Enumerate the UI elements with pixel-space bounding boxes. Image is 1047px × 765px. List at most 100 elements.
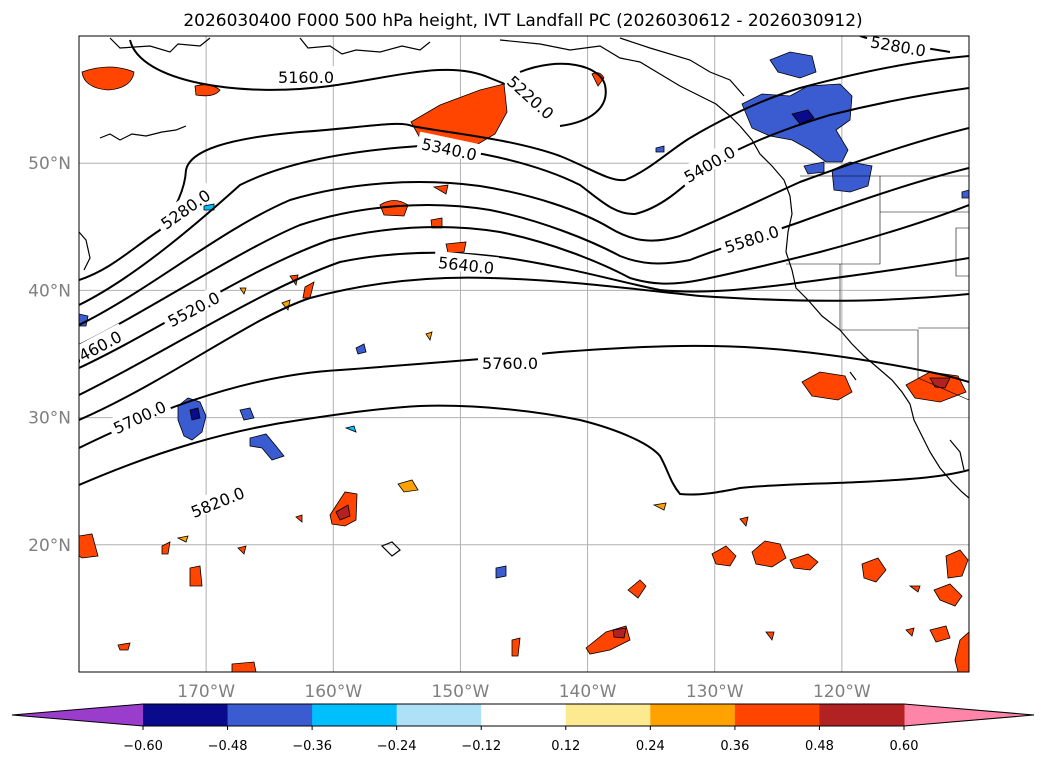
lat-tick-label: 30°N <box>28 409 71 429</box>
shade-blob <box>765 631 775 641</box>
height-contour <box>79 55 969 281</box>
shade-blob <box>295 514 303 523</box>
colorbar-segment <box>396 704 482 726</box>
shade-blob <box>161 541 171 555</box>
shade-blob <box>397 479 419 493</box>
colorbar-segment <box>227 704 313 726</box>
shade-blob <box>445 241 467 254</box>
colorbar-extend-min <box>12 704 143 726</box>
shade-blob <box>239 287 247 295</box>
colorbar-tick-label: 0.24 <box>636 739 665 754</box>
shade-blob <box>945 549 969 579</box>
shade-blob <box>203 203 215 211</box>
map-frame <box>78 35 970 673</box>
height-contour <box>79 167 969 346</box>
shade-blob <box>176 535 189 543</box>
contour-label: 5160.0 <box>274 66 338 87</box>
shade-blob <box>79 533 99 559</box>
lat-tick-label: 50°N <box>28 154 71 174</box>
colorbar-tick-label: −0.36 <box>292 739 332 754</box>
coastline <box>499 39 741 127</box>
shade-blob <box>511 637 521 657</box>
shade-blob <box>789 553 819 571</box>
colorbar-tick-label: −0.12 <box>461 739 501 754</box>
colorbar-tick-label: −0.60 <box>123 739 163 754</box>
shade-blob <box>189 407 201 421</box>
shade-blob <box>237 545 247 555</box>
colorbar-segment <box>734 704 820 726</box>
shade-blob <box>627 579 647 599</box>
colorbar-extend-max <box>904 704 1034 726</box>
shade-blob <box>929 625 951 643</box>
shade-blob <box>379 200 409 217</box>
colorbar-tick-label: 0.48 <box>805 739 834 754</box>
shade-blob <box>791 109 815 125</box>
colorbar-segment <box>650 704 736 726</box>
lon-tick-label: 150°W <box>432 682 490 702</box>
lat-tick-label: 20°N <box>28 536 71 556</box>
shade-blob <box>961 189 969 199</box>
height-contour <box>519 62 607 127</box>
colorbar-segment <box>312 704 398 726</box>
shade-blob <box>711 545 737 567</box>
shade-blob <box>905 627 915 637</box>
colorbar-tick-label: −0.48 <box>208 739 248 754</box>
ivt-shading <box>79 51 969 672</box>
shade-blob <box>430 217 443 229</box>
shade-blob <box>954 631 969 672</box>
height-contour <box>79 344 969 449</box>
height-contour <box>79 251 969 396</box>
shade-blob <box>355 343 367 355</box>
height-contours <box>79 36 969 496</box>
shade-blob <box>652 502 667 511</box>
shade-blob <box>612 627 627 639</box>
shade-blob <box>249 433 285 461</box>
contour-label: 5760.0 <box>478 352 542 373</box>
colorbar: −0.60 −0.48 −0.36 −0.24 −0.12 0.12 0.24 0.36 0.4… <box>11 703 1035 754</box>
axis-labels: 50°N 40°N 30°N 20°N 170°W 160°W 150°W 140°W 130°… <box>28 154 871 702</box>
svg-text:5160.0: 5160.0 <box>278 68 334 87</box>
coastline <box>299 37 431 55</box>
shade-blob <box>769 51 817 79</box>
coastline <box>619 37 745 97</box>
shade-blob <box>739 516 749 527</box>
shade-blob <box>239 407 255 421</box>
colorbar-segment <box>143 704 229 726</box>
height-contour <box>79 404 969 496</box>
shade-blob <box>801 371 853 401</box>
shade-blob <box>335 504 351 521</box>
lon-tick-label: 160°W <box>304 682 362 702</box>
height-contour <box>79 87 969 306</box>
shade-blob <box>432 184 449 195</box>
colorbar-tick-label: 0.12 <box>551 739 580 754</box>
coastline <box>99 125 187 141</box>
colorbar-segment <box>819 704 905 726</box>
svg-text:5760.0: 5760.0 <box>482 354 538 373</box>
shade-blob <box>655 145 665 153</box>
coastline <box>949 439 965 471</box>
height-contour <box>79 276 969 421</box>
shade-blob <box>803 161 825 175</box>
shade-blob <box>344 425 357 433</box>
shade-blob <box>861 557 887 583</box>
colorbar-tick-label: 0.36 <box>720 739 749 754</box>
colorbar-tick-label: −0.24 <box>377 739 417 754</box>
shade-blob <box>117 642 131 651</box>
shade-blob <box>741 83 853 163</box>
shade-blob <box>81 66 135 91</box>
colorbar-segment <box>481 704 567 726</box>
shade-blob <box>495 565 507 579</box>
colorbar-segment <box>565 704 651 726</box>
height-contour <box>79 204 969 369</box>
height-contour <box>79 127 969 326</box>
lon-tick-label: 120°W <box>813 682 871 702</box>
lon-tick-label: 140°W <box>559 682 617 702</box>
coastline <box>79 231 91 271</box>
lat-tick-label: 40°N <box>28 281 71 301</box>
shade-blob <box>425 331 433 341</box>
shade-blob <box>831 161 873 193</box>
coastline <box>849 371 857 381</box>
height-contour <box>129 39 506 91</box>
